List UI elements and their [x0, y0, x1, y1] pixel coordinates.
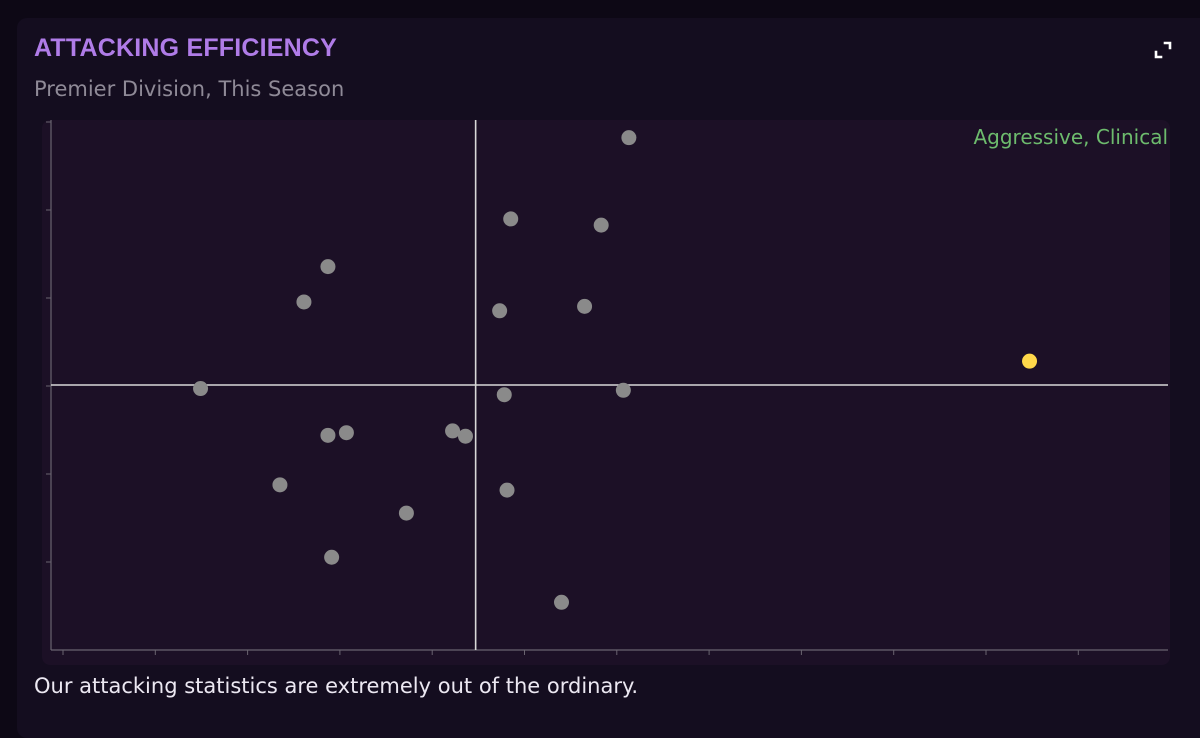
highlighted-team-point [1022, 353, 1038, 369]
team-point [593, 217, 609, 233]
team-point [398, 505, 414, 521]
quadrant-label: Aggressive, Clinical [973, 125, 1168, 149]
expand-button[interactable] [1148, 35, 1178, 65]
team-point [445, 423, 461, 439]
chart-title: ATTACKING EFFICIENCY [34, 34, 338, 62]
team-point [621, 130, 637, 146]
team-point [338, 425, 354, 441]
team-point [577, 298, 593, 314]
team-point [496, 387, 512, 403]
team-point [503, 211, 519, 227]
chart-caption: Our attacking statistics are extremely o… [34, 674, 639, 698]
scatter-plot: Aggressive, Clinical [42, 120, 1170, 665]
team-point [193, 381, 209, 397]
team-point [320, 259, 336, 275]
team-point [615, 382, 631, 398]
team-point [320, 427, 336, 443]
team-point [499, 482, 515, 498]
team-point [296, 294, 312, 310]
team-point [324, 549, 340, 565]
plot-background [42, 120, 1170, 665]
team-point [272, 477, 288, 493]
team-point [553, 594, 569, 610]
chart-subtitle: Premier Division, This Season [34, 77, 345, 101]
expand-icon [1154, 41, 1172, 59]
team-point [492, 303, 508, 319]
team-point [457, 428, 473, 444]
